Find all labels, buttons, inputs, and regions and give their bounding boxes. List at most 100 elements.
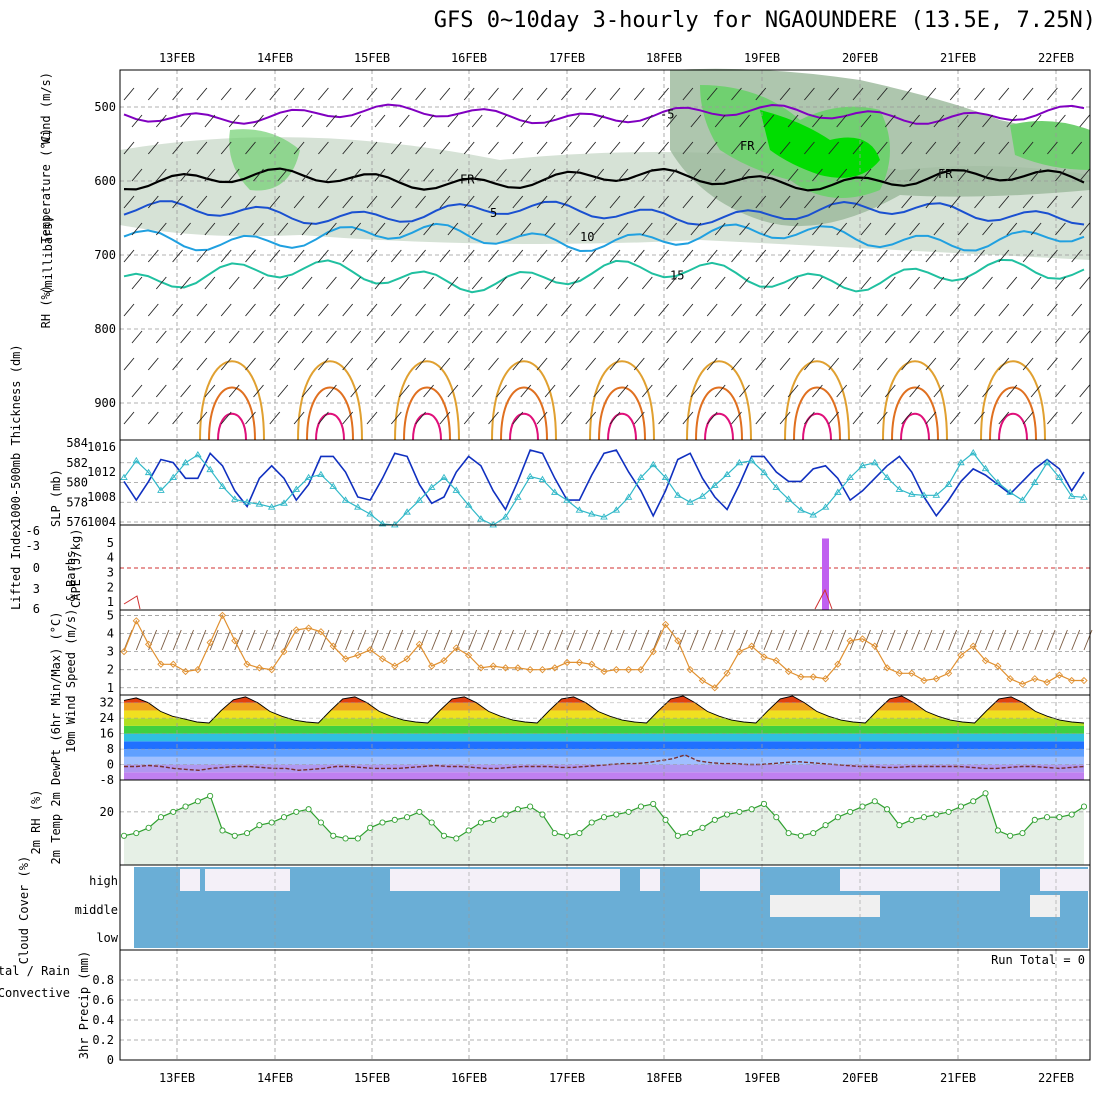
wind-barb [836, 168, 848, 182]
rh-point [957, 803, 964, 810]
wind-barb [277, 330, 289, 344]
wind-barb [982, 330, 993, 344]
wind-barb [326, 276, 337, 290]
wind-barb [860, 222, 872, 236]
wind-barb [804, 303, 815, 317]
wind-barb [658, 303, 669, 317]
wind-barb [633, 195, 645, 209]
boundary-contour [980, 360, 1046, 441]
rh-point [674, 832, 681, 839]
wind-barb [779, 141, 791, 155]
wind-barb [909, 330, 920, 344]
wind-barb [933, 276, 945, 290]
surface-wind-barb [591, 629, 601, 651]
wind-barb [1055, 168, 1066, 182]
surface-wind-barb [332, 629, 342, 651]
rh-point [145, 824, 152, 831]
thickness-point [304, 473, 313, 481]
wind-barb [512, 141, 524, 155]
thickness-point [710, 481, 719, 488]
wind-barb [350, 168, 362, 182]
wind-barb [220, 357, 232, 371]
thickness-point [674, 491, 682, 498]
thickness-point [624, 493, 633, 500]
thickness-point [587, 510, 596, 517]
surface-wind-barb [258, 629, 268, 651]
thickness-tick-label: 584 [66, 436, 88, 450]
wind-barb [390, 141, 402, 155]
wind-barb [706, 411, 718, 425]
surface-wind-barb [406, 629, 416, 651]
wind-speed-point [218, 611, 227, 620]
wind-speed-point [317, 628, 325, 636]
rh-point [391, 816, 398, 823]
thickness-point [181, 458, 190, 466]
wind-barb [876, 195, 888, 209]
wind-barb [1047, 87, 1058, 101]
thickness-point [144, 468, 153, 476]
wind-barb [423, 168, 434, 182]
wind-barb [147, 411, 159, 425]
rh-point [637, 803, 644, 810]
y-tick-label: 600 [94, 174, 116, 188]
surface-wind-barb [492, 629, 502, 651]
date-label-top: 22FEB [1038, 51, 1074, 65]
thickness-point [526, 472, 534, 480]
wind-barb [220, 141, 232, 155]
rh-point [219, 827, 226, 834]
wind-barb [706, 249, 718, 263]
thickness-point [230, 495, 239, 502]
temp-color-band [124, 756, 1084, 765]
thickness-line [123, 452, 1085, 526]
thickness-tick-label: 580 [66, 476, 88, 490]
wind-barb [569, 384, 580, 398]
wind-barb [204, 330, 216, 344]
slp-axis-label: SLP (mb) [49, 469, 63, 527]
surface-wind-barb [874, 629, 884, 651]
temp-tick-label: 16 [100, 727, 114, 741]
wind-barb [585, 195, 597, 209]
wind-barb [269, 195, 281, 209]
wind-barb [398, 276, 410, 290]
rh-point [810, 830, 817, 837]
wind-barb [1055, 276, 1066, 290]
temp-color-band [124, 741, 1084, 750]
wind-barb [1079, 114, 1091, 128]
wind-barb [925, 357, 937, 371]
wind-barb [593, 384, 605, 398]
wind-barb [860, 276, 872, 290]
rh-point [760, 800, 768, 807]
wind-barb [196, 357, 208, 371]
wind-barb [933, 330, 945, 344]
wind-barb [714, 114, 726, 128]
wind-barb [1079, 330, 1091, 344]
surface-wind-barb [246, 629, 256, 651]
thickness-point [784, 495, 793, 502]
wind-barb [204, 276, 216, 290]
rh-point [194, 798, 201, 805]
wind-speed-point [698, 676, 707, 685]
wind-barb [998, 141, 1010, 155]
temp-contour-label: 15 [670, 269, 684, 283]
wind-barb [228, 114, 240, 128]
wind-barb [666, 384, 677, 398]
rh-point [293, 808, 300, 815]
date-label-top: 18FEB [646, 51, 682, 65]
wind-barb [366, 249, 378, 263]
rh-point [1068, 811, 1075, 818]
wind-barb [390, 303, 402, 317]
wind-barb [196, 141, 208, 155]
wind-barb [666, 330, 677, 344]
rh-point [588, 819, 595, 826]
temp-tick-label: 32 [100, 696, 114, 710]
rh-point [613, 811, 620, 818]
rh-point [896, 822, 903, 829]
surface-wind-barb [628, 629, 638, 651]
wind-barb [196, 303, 208, 317]
wind-barb [641, 222, 653, 236]
wind-barb [666, 276, 677, 290]
wind-barb [949, 303, 961, 317]
rh-point [539, 811, 546, 818]
wind-barb [957, 330, 969, 344]
wind-barb [155, 168, 167, 182]
